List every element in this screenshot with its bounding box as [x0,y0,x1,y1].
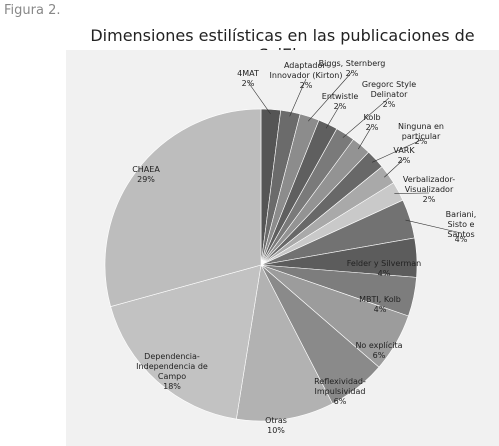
pie-slice [110,264,262,420]
figure-caption: Figura 2. [4,3,61,18]
slice-value-label: 2% [397,156,411,165]
leader-line [372,139,422,163]
slice-label: Adaptador- Innovador (Kirton) [269,61,343,80]
slice-value-label: 2% [299,81,313,90]
slice-label: Bariani, Sisto e Santos [445,210,477,239]
slice-value-label: 2% [241,79,255,88]
slice-value-label: 2% [422,195,436,204]
slice-value-label: 29% [137,175,155,184]
leader-line [394,192,430,194]
slice-label: No explícita [355,341,403,350]
slice-label: Ninguna en particular [398,122,444,141]
leader-line [384,158,405,178]
slice-value-label: 4% [373,305,387,314]
slice-value-label: 4% [454,235,468,244]
slice-label: MBTI, Kolb [359,295,401,304]
slice-label: Verbalizador- Visualizador [402,175,456,194]
leader-line [289,78,307,117]
slice-label: Kolb [363,113,381,122]
slice-value-label: 2% [382,100,396,109]
slice-label: Dependencia- Independencia de Campo [136,352,208,381]
slice-label: CHAEA [132,165,160,174]
slice-value-label: 6% [333,397,347,406]
slice-label: Entwistle [321,92,359,101]
slice-label: Otras [265,416,287,425]
slice-label: VARK [393,146,415,155]
leader-line [405,219,462,234]
leader-line [325,104,341,129]
slice-label: Gregorc Style Delinator [361,80,417,99]
slice-value-label: 4% [377,269,391,278]
slice-value-label: 6% [372,351,386,360]
slice-label: Felder y Silverman [346,259,422,268]
leader-line [247,81,271,115]
slice-label: 4MAT [237,69,259,78]
slice-label: Biggs, Sternberg [318,59,386,68]
pie-slice [236,264,333,422]
pie-slice [104,108,262,307]
leader-line [307,71,353,122]
slice-value-label: 2% [365,123,379,132]
slice-value-label: 18% [163,382,181,391]
leader-line [358,125,373,150]
slice-value-label: 2% [345,69,359,78]
slice-value-label: 2% [333,102,347,111]
slice-value-label: 10% [267,426,285,435]
slice-label: Reflexividad- Impulsividad [314,377,366,396]
leader-line [342,97,390,138]
slice-value-label: 2% [414,137,428,146]
